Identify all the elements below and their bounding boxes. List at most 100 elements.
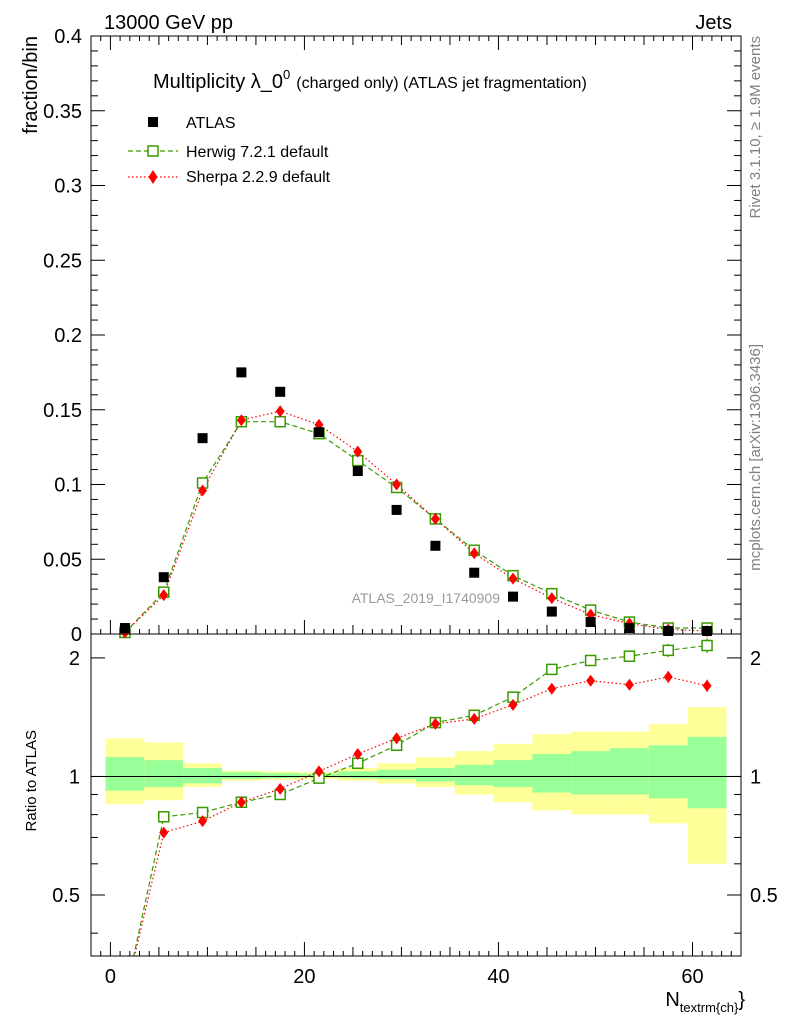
band-inner-bin	[493, 760, 533, 788]
band-inner-bin	[648, 745, 688, 799]
atlas-point	[508, 591, 519, 602]
ratio-series	[133, 638, 713, 956]
sherpa-ratio-group	[133, 676, 708, 956]
sherpa-point	[353, 445, 363, 458]
band-inner-bin	[687, 736, 727, 809]
y-axis-label-top: fraction/bin	[20, 36, 42, 134]
sherpa-point	[547, 592, 557, 605]
atlas-point	[158, 572, 169, 583]
x-tick-label: 0	[105, 966, 116, 988]
sherpa-ratio-point	[586, 674, 596, 687]
atlas-point	[275, 386, 286, 397]
atlas-point	[352, 466, 363, 477]
y-tick-label-ratio-right: 0.5	[750, 885, 778, 907]
sherpa-ratio-point	[236, 796, 246, 809]
band-inner-bin	[454, 764, 494, 786]
legend-label-sherpa: Sherpa 2.2.9 default	[186, 169, 331, 186]
ratio-bands	[105, 707, 727, 864]
y-tick-label-ratio-right: 1	[750, 766, 761, 788]
plot-title: Multiplicity λ_00 (charged only) (ATLAS j…	[153, 67, 587, 93]
band-inner-bin	[416, 768, 455, 782]
x-tick-label: 60	[681, 966, 703, 988]
y-tick-label-top: 0.05	[43, 549, 82, 571]
y-tick-label-top: 0.35	[43, 101, 82, 123]
band-inner-bin	[377, 769, 416, 780]
band-inner-bin	[221, 772, 261, 780]
band-inner-bin	[183, 768, 222, 784]
atlas-point	[702, 626, 713, 637]
y-tick-label-ratio: 1	[69, 766, 80, 788]
legend-marker-atlas	[148, 117, 158, 127]
herwig-ratio-point	[662, 644, 674, 657]
y-tick-label-ratio-right: 2	[750, 648, 761, 670]
band-inner-bin	[105, 757, 145, 791]
sherpa-ratio-point	[702, 679, 712, 692]
rivet-label: Rivet 3.1.10, ≥ 1.9M events	[747, 36, 764, 219]
header-process: Jets	[695, 12, 732, 34]
sherpa-ratio-point	[547, 682, 557, 695]
atlas-point	[391, 504, 402, 515]
sherpa-point	[236, 414, 246, 427]
y-tick-label-top: 0.15	[43, 400, 82, 422]
band-inner-bin	[144, 760, 184, 788]
sherpa-point	[392, 478, 402, 491]
analysis-watermark: ATLAS_2019_I1740909	[352, 590, 501, 606]
title-sup: 0	[283, 67, 290, 82]
x-tick-label: 40	[487, 966, 509, 988]
band-inner-bin	[571, 751, 611, 795]
header-energy: 13000 GeV pp	[104, 12, 233, 34]
band-inner-bin	[260, 773, 300, 779]
y-axis-label-ratio: Ratio to ATLAS	[23, 730, 40, 831]
sherpa-point	[469, 547, 479, 560]
atlas-point	[546, 606, 557, 617]
y-tick-label-ratio: 0.5	[52, 885, 80, 907]
herwig-ratio-point	[158, 811, 170, 823]
sherpa-ratio-point	[353, 748, 363, 761]
herwig-point	[274, 415, 286, 428]
herwig-ratio-group	[133, 644, 708, 956]
atlas-point	[236, 367, 247, 378]
sherpa-ratio-point	[314, 765, 324, 778]
band-inner-bin	[532, 754, 572, 793]
herwig-ratio-point	[623, 650, 636, 662]
sherpa-ratio-point	[198, 815, 208, 828]
sherpa-point	[275, 405, 285, 418]
legend-label-atlas: ATLAS	[186, 115, 236, 132]
band-inner-bin	[338, 771, 378, 779]
sherpa-point	[198, 484, 208, 497]
atlas-point	[197, 433, 208, 444]
sherpa-ratio-point	[392, 732, 402, 745]
legend-marker-herwig	[147, 145, 159, 157]
sherpa-ratio-point	[430, 717, 440, 730]
sherpa-point	[159, 589, 169, 602]
y-tick-label-ratio: 2	[69, 648, 80, 670]
x-label-main: N	[665, 989, 679, 1011]
sherpa-ratio-point	[275, 782, 285, 795]
sherpa-ratio-point	[159, 826, 169, 839]
x-axis-label: Ntextrm{ch}}	[665, 989, 745, 1015]
atlas-point	[663, 626, 674, 637]
sherpa-ratio-point	[663, 670, 673, 683]
mcplots-label: mcplots.cern.ch [arXiv:1306.3436]	[747, 344, 764, 571]
sherpa-line-ratio	[133, 676, 708, 956]
atlas-point	[119, 623, 130, 634]
x-label-close: }	[738, 989, 745, 1011]
atlas-point	[624, 623, 635, 634]
legend-label-herwig: Herwig 7.2.1 default	[186, 144, 329, 161]
legend: ATLAS Herwig 7.2.1 default Sherpa 2.2.9 …	[128, 115, 331, 186]
sherpa-point	[430, 512, 440, 525]
atlas-point	[313, 427, 324, 438]
herwig-ratio-point	[546, 663, 558, 676]
herwig-line-ratio	[133, 644, 708, 956]
y-tick-label-top: 0.2	[54, 325, 82, 347]
title-rest: (charged only) (ATLAS jet fragmentation)	[296, 75, 587, 92]
atlas-point	[469, 567, 480, 578]
ratio-frame	[90, 633, 742, 957]
herwig-ratio-point	[584, 654, 597, 667]
herwig-line-top	[124, 421, 707, 633]
y-tick-label-top: 0.1	[54, 475, 82, 497]
sherpa-point	[508, 572, 518, 585]
sherpa-ratio-point	[469, 712, 479, 725]
